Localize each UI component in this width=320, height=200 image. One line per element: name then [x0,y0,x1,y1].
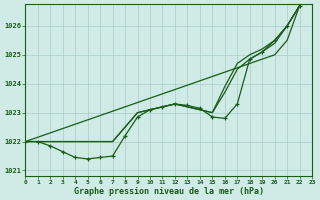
X-axis label: Graphe pression niveau de la mer (hPa): Graphe pression niveau de la mer (hPa) [74,187,264,196]
